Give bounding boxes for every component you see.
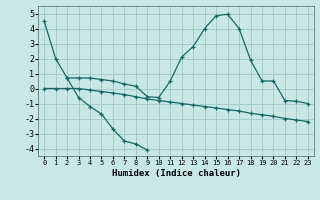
X-axis label: Humidex (Indice chaleur): Humidex (Indice chaleur)	[111, 169, 241, 178]
